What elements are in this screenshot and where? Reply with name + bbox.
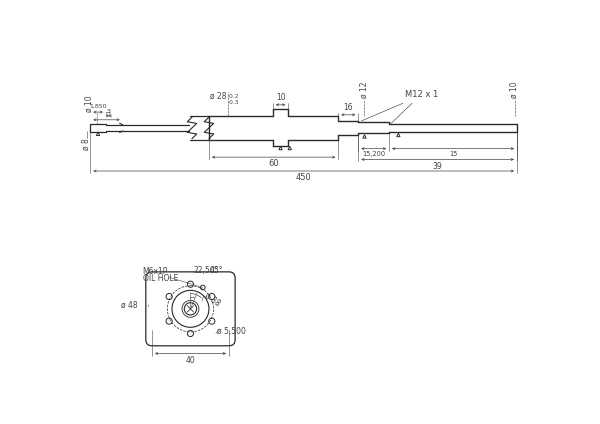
Text: 15,200: 15,200 bbox=[362, 151, 385, 157]
Text: ø 10: ø 10 bbox=[85, 95, 94, 112]
Text: 39: 39 bbox=[433, 162, 443, 171]
Text: 16: 16 bbox=[343, 103, 353, 112]
Text: ø 48: ø 48 bbox=[121, 301, 138, 310]
Text: 3: 3 bbox=[107, 109, 111, 114]
Text: OIL HOLE: OIL HOLE bbox=[143, 273, 178, 282]
Text: 45°: 45° bbox=[210, 266, 223, 275]
Text: 40: 40 bbox=[185, 356, 196, 365]
Text: 450: 450 bbox=[296, 173, 311, 182]
Text: 15: 15 bbox=[449, 151, 457, 157]
Text: M6x1P: M6x1P bbox=[143, 268, 168, 276]
Text: 60: 60 bbox=[268, 159, 279, 168]
Text: -0.2
-0.3: -0.2 -0.3 bbox=[228, 94, 239, 105]
Text: 11: 11 bbox=[104, 112, 112, 117]
Text: ø 28: ø 28 bbox=[210, 92, 227, 100]
Text: ø 10: ø 10 bbox=[510, 81, 519, 98]
Text: ø 38: ø 38 bbox=[203, 291, 221, 308]
Text: ø 12: ø 12 bbox=[360, 81, 369, 98]
Text: ø 8: ø 8 bbox=[81, 139, 90, 151]
Text: 10: 10 bbox=[276, 93, 286, 103]
Text: M12 x 1: M12 x 1 bbox=[404, 90, 438, 99]
Text: 22,50°: 22,50° bbox=[194, 266, 219, 275]
Text: 1,850: 1,850 bbox=[89, 104, 107, 109]
Text: ø 5,500: ø 5,500 bbox=[217, 327, 246, 336]
